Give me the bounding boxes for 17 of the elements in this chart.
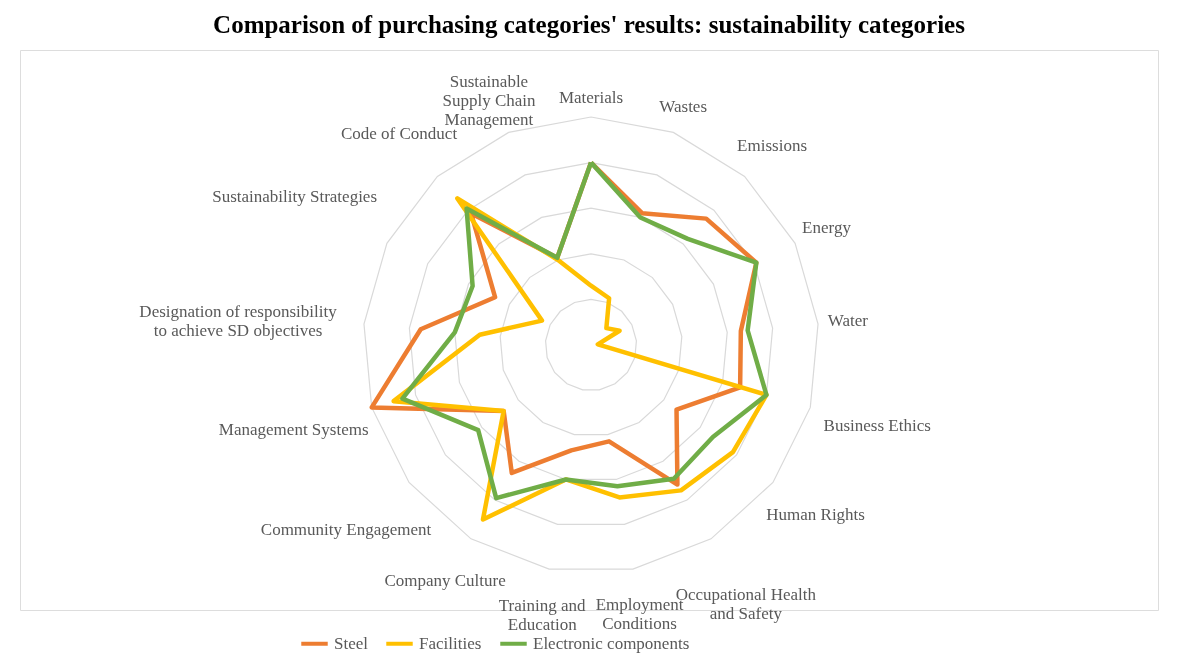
spoke-label: Emissions <box>737 136 808 156</box>
spoke-label: Management Systems <box>218 419 369 439</box>
spoke-label: Company Culture <box>384 570 506 590</box>
legend-label: Electronic components <box>533 633 690 653</box>
legend-label: Facilities <box>419 633 482 653</box>
spoke-label: Community Engagement <box>260 520 432 539</box>
legend-label: Steel <box>334 633 369 653</box>
spoke-label: Human Rights <box>766 504 865 524</box>
spoke-label: Training and Education <box>498 596 587 635</box>
spoke-label: Designation of responsibility to achieve SD objectives <box>139 302 338 341</box>
spoke-label: Materials <box>558 87 624 107</box>
chart-title: Comparison of purchasing categories' results: sustainability categories <box>213 11 966 38</box>
spoke-label: Water <box>827 311 869 331</box>
spoke-label: Wastes <box>659 97 708 117</box>
spoke-label: Business Ethics <box>823 416 931 436</box>
spoke-label: Energy <box>802 217 852 237</box>
spoke-label: Sustainability Strategies <box>212 187 378 207</box>
